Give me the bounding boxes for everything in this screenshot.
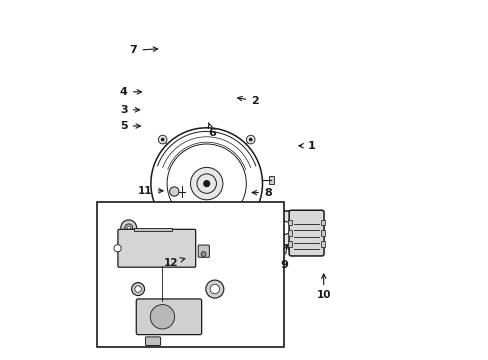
Text: 4: 4 (120, 87, 141, 97)
Circle shape (290, 237, 295, 242)
Circle shape (278, 221, 291, 234)
Circle shape (210, 284, 219, 294)
Bar (320, 241, 325, 247)
Circle shape (158, 223, 166, 232)
Text: 6: 6 (208, 123, 216, 138)
Circle shape (127, 226, 130, 229)
Circle shape (203, 180, 210, 187)
FancyBboxPatch shape (288, 210, 324, 256)
Circle shape (205, 280, 224, 298)
Text: 10: 10 (316, 274, 330, 300)
Circle shape (273, 217, 277, 221)
Bar (268, 176, 273, 184)
Bar (320, 230, 325, 236)
Circle shape (189, 231, 197, 240)
Circle shape (121, 220, 136, 236)
Circle shape (201, 252, 206, 257)
Text: 3: 3 (120, 105, 140, 115)
Text: 1: 1 (298, 141, 314, 151)
Bar (134, 228, 171, 231)
Circle shape (161, 138, 164, 141)
Text: 5: 5 (120, 121, 140, 131)
FancyBboxPatch shape (118, 229, 195, 267)
Text: 11: 11 (138, 186, 163, 196)
Circle shape (131, 283, 144, 296)
Circle shape (248, 138, 252, 141)
Text: 12: 12 (163, 258, 184, 268)
Circle shape (290, 217, 295, 221)
Bar (287, 220, 291, 225)
Circle shape (158, 135, 166, 144)
Text: 7: 7 (129, 45, 157, 55)
Circle shape (273, 237, 277, 242)
Bar (271, 211, 298, 245)
Circle shape (114, 245, 121, 252)
Bar (320, 220, 325, 225)
Text: 2: 2 (237, 96, 259, 106)
Text: 9: 9 (280, 245, 288, 270)
Bar (97, 202, 284, 347)
Circle shape (248, 226, 252, 229)
Bar (287, 241, 291, 247)
Circle shape (124, 224, 132, 232)
Circle shape (169, 187, 179, 196)
Circle shape (161, 226, 164, 229)
Bar (287, 230, 291, 236)
FancyBboxPatch shape (198, 245, 209, 257)
FancyBboxPatch shape (136, 299, 201, 335)
Circle shape (246, 223, 255, 232)
Circle shape (135, 286, 141, 292)
Circle shape (150, 305, 174, 329)
Text: 8: 8 (252, 188, 271, 198)
FancyBboxPatch shape (145, 337, 160, 346)
Circle shape (246, 135, 255, 144)
Circle shape (190, 167, 223, 200)
